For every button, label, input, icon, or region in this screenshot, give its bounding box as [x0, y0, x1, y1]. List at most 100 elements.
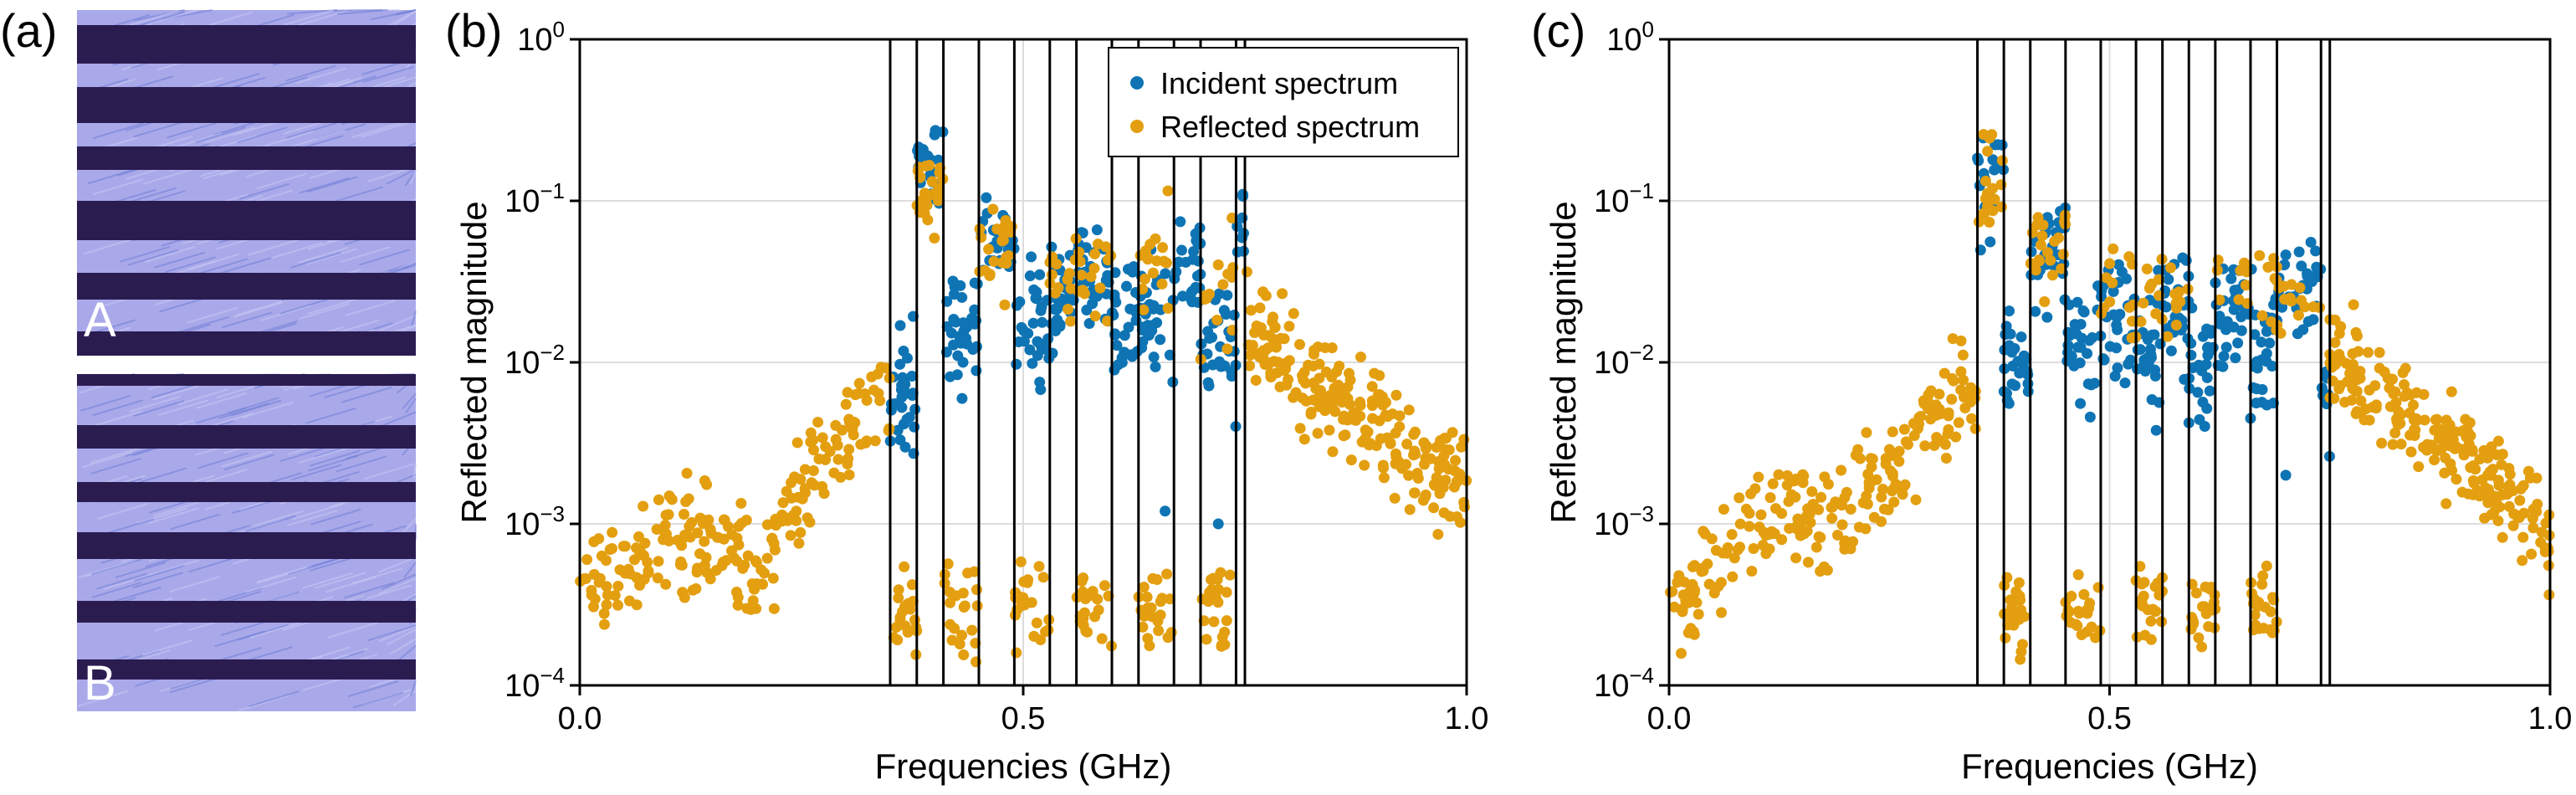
sample-a-texture-line [340, 246, 392, 263]
reflected-point [2335, 321, 2347, 332]
reflected-point [2391, 415, 2403, 427]
reflected-point [2187, 618, 2199, 630]
reflected-point [2254, 249, 2266, 261]
sample-b-texture-line [77, 690, 129, 707]
reflected-point [1277, 288, 1288, 300]
reflected-point [1137, 621, 1149, 633]
reflected-point [690, 583, 702, 595]
reflected-point [824, 445, 836, 457]
incident-point [1028, 284, 1040, 295]
sample-a-texture-line [144, 245, 196, 263]
reflected-point [2104, 258, 2116, 269]
reflected-point [939, 568, 950, 580]
reflected-point [1940, 453, 1952, 464]
reflected-point [942, 558, 954, 570]
sample-a-texture-line [361, 121, 412, 138]
reflected-point [2527, 504, 2539, 515]
reflected-point [1973, 216, 1984, 228]
reflected-point [1933, 388, 1945, 400]
incident-point [2217, 361, 2229, 372]
reflected-point [1953, 417, 1964, 428]
reflected-point [766, 532, 778, 544]
reflected-point [2347, 359, 2358, 371]
reflected-point [1458, 501, 1470, 513]
incident-point [1026, 251, 1037, 263]
reflected-point [2517, 555, 2528, 567]
sample-b-texture-line [103, 518, 155, 536]
reflected-point [2384, 401, 2396, 413]
reflected-point [1138, 304, 1150, 315]
reflected-point [2013, 577, 2025, 588]
reflected-point [1268, 311, 1279, 323]
reflected-point [1853, 521, 1865, 533]
reflected-point [1063, 304, 1074, 315]
reflected-point [2170, 297, 2182, 309]
reflected-point [1876, 515, 1887, 527]
reflected-point [840, 398, 852, 410]
reflected-point [1938, 367, 1950, 379]
reflected-point [1320, 366, 1332, 377]
sample-a-texture-line [285, 64, 336, 82]
reflected-point [791, 437, 803, 449]
reflected-point [2430, 414, 2441, 426]
reflected-point [1942, 428, 1954, 440]
sample-a-texture-line [128, 9, 180, 27]
reflected-point [983, 244, 995, 255]
reflected-point [848, 416, 860, 428]
reflected-point [2101, 272, 2113, 284]
reflected-point [2468, 477, 2480, 489]
reflected-point [1094, 282, 1106, 294]
reflected-point [2035, 239, 2046, 251]
reflected-point [1781, 469, 1793, 481]
reflected-point [1138, 582, 1150, 593]
reflected-point [2456, 486, 2468, 498]
reflected-point [1201, 633, 1212, 645]
reflected-point [600, 555, 612, 567]
x-axis-label: Frequencies (GHz) [1961, 746, 2258, 786]
sample-b-texture-line [341, 386, 392, 403]
reflected-point [2328, 392, 2340, 404]
sample-b-texture-line [197, 452, 248, 469]
incident-point [1024, 270, 1036, 282]
reflected-point [1687, 561, 1698, 572]
reflected-point [1898, 423, 1910, 435]
incident-point [2261, 356, 2272, 367]
sample-b-texture-line [242, 402, 294, 418]
reflected-point [2445, 458, 2456, 469]
incident-point [1052, 314, 1063, 326]
reflected-point [996, 235, 1008, 247]
reflected-point [680, 496, 692, 508]
reflected-point [632, 531, 644, 542]
incident-point [2004, 340, 2015, 351]
reflected-point [1355, 410, 1366, 422]
reflected-point [1137, 284, 1149, 295]
incident-point [1175, 244, 1187, 256]
reflected-point [1093, 604, 1104, 616]
incident-point [1123, 321, 1134, 333]
reflected-point [1420, 489, 1431, 500]
reflected-point [1433, 463, 1445, 474]
reflected-point [701, 479, 713, 490]
sample-b-texture-line [92, 399, 144, 417]
reflected-point [2150, 308, 2162, 320]
reflected-point [1841, 486, 1852, 498]
sample-b-texture-line [335, 455, 387, 473]
reflected-point [2261, 560, 2272, 572]
reflected-point [2492, 435, 2504, 447]
incident-point [1192, 238, 1204, 250]
y-tick-label: 10−1 [1594, 178, 1654, 219]
sample-b-dark-stripe [77, 601, 416, 623]
reflected-point [777, 497, 789, 509]
reflected-point [2030, 264, 2041, 276]
incident-point [1120, 280, 1132, 292]
sample-a-dark-stripe [77, 273, 416, 300]
sample-b-image [76, 373, 417, 711]
reflected-point [1703, 578, 1715, 590]
reflected-point [1979, 192, 1991, 204]
reflected-point [2411, 414, 2423, 426]
reflected-point [1746, 565, 1758, 577]
sample-a-texture-line [299, 177, 350, 194]
reflected-point [1755, 509, 1767, 521]
sample-a-texture-line [332, 9, 383, 12]
reflected-point [1696, 566, 1708, 577]
